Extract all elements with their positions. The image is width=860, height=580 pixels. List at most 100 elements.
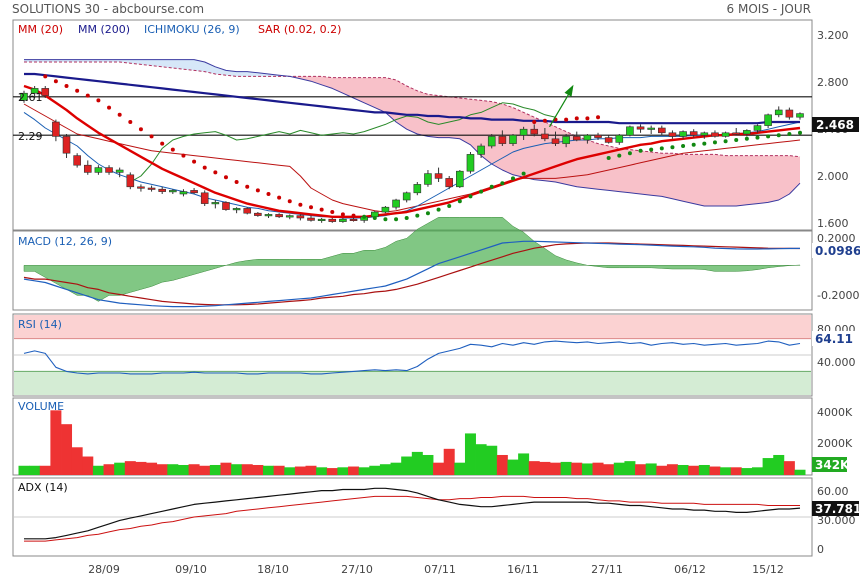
sar-dot bbox=[43, 74, 48, 79]
sar-dot bbox=[340, 212, 345, 217]
candle-up bbox=[477, 145, 485, 155]
candle-up bbox=[721, 132, 730, 137]
volume-bar-down bbox=[730, 467, 742, 475]
volume-bar-up bbox=[167, 464, 179, 475]
volume-bar-down bbox=[199, 465, 211, 475]
volume-bar-down bbox=[539, 461, 551, 475]
sar-dot bbox=[574, 116, 579, 121]
sar-dot bbox=[149, 134, 154, 139]
rsi-plot bbox=[14, 315, 811, 395]
macd-histogram bbox=[23, 217, 801, 302]
sar-dot bbox=[234, 180, 239, 184]
volume-bar-up bbox=[794, 469, 806, 475]
sar-dot bbox=[521, 171, 526, 176]
sar-dot bbox=[542, 118, 547, 123]
sar-dot bbox=[489, 184, 494, 189]
volume-bar-up bbox=[486, 445, 498, 475]
price-plot bbox=[13, 59, 812, 223]
mm20-line bbox=[23, 84, 801, 218]
volume-bar-down bbox=[603, 464, 615, 475]
sar-dot bbox=[436, 207, 441, 212]
candle-up bbox=[487, 136, 496, 147]
volume-bar-up bbox=[773, 454, 785, 475]
sar-dot bbox=[362, 214, 367, 219]
candle-down bbox=[296, 215, 305, 219]
candle-up bbox=[743, 130, 751, 135]
candle-up bbox=[232, 208, 241, 211]
volume-bar-up bbox=[464, 433, 476, 475]
volume-bar-up bbox=[29, 465, 41, 475]
candle-down bbox=[498, 136, 507, 144]
volume-bar-down bbox=[496, 454, 508, 475]
candle-down bbox=[636, 126, 645, 130]
volume-bar-up bbox=[411, 451, 423, 475]
volume-plot bbox=[18, 410, 806, 475]
rsi-oversold-zone bbox=[14, 371, 811, 395]
candle-down bbox=[604, 137, 613, 143]
sar-dot bbox=[330, 210, 335, 214]
candle-down bbox=[658, 127, 666, 134]
volume-bar-down bbox=[326, 468, 338, 475]
volume-bar-up bbox=[316, 467, 328, 475]
volume-bar-down bbox=[61, 424, 73, 475]
volume-legend: VOLUME bbox=[18, 400, 64, 413]
sar-dot bbox=[170, 147, 175, 152]
kijun-line bbox=[23, 103, 801, 213]
volume-bar-down bbox=[666, 464, 678, 475]
macd-line bbox=[23, 240, 801, 308]
sar-dot bbox=[394, 217, 399, 222]
volume-bar-down bbox=[39, 465, 51, 475]
candle-down bbox=[200, 192, 209, 204]
legend-sar: SAR (0.02, 0.2) bbox=[258, 23, 341, 36]
volume-bar-down bbox=[294, 466, 306, 475]
volume-bar-up bbox=[613, 462, 625, 475]
volume-bar-up bbox=[720, 467, 732, 475]
volume-bar-down bbox=[305, 465, 317, 475]
volume-bar-down bbox=[252, 464, 264, 475]
volume-bar-down bbox=[50, 410, 62, 475]
sar-dot bbox=[266, 192, 271, 196]
sar-dot bbox=[702, 141, 707, 146]
volume-bar-down bbox=[188, 464, 200, 475]
candle-up bbox=[211, 202, 220, 205]
candle-down bbox=[711, 132, 719, 137]
x-label: 16/11 bbox=[507, 563, 539, 576]
sar-dot bbox=[798, 130, 802, 135]
rsi-last-value: 64.11 bbox=[815, 332, 853, 346]
adx-plot bbox=[14, 487, 811, 542]
volume-bar-up bbox=[518, 453, 530, 475]
candle-up bbox=[179, 191, 188, 195]
candle-up bbox=[466, 154, 475, 172]
legend-ichimoku: ICHIMOKU (26, 9) bbox=[144, 23, 240, 36]
sar-dot bbox=[681, 144, 686, 148]
volume-bar-down bbox=[709, 466, 721, 475]
candle-down bbox=[254, 212, 262, 216]
volume-bar-up bbox=[177, 464, 189, 475]
macd-last-value: 0.0986 bbox=[815, 244, 860, 258]
candle-down bbox=[41, 88, 50, 96]
sar-dot bbox=[606, 156, 611, 160]
macd-tick: 0.2000 bbox=[817, 232, 856, 245]
adx-last-value: 37.781 bbox=[815, 502, 860, 516]
candle-up bbox=[764, 114, 772, 126]
volume-bar-down bbox=[146, 462, 158, 475]
hline-label-2.61: 2.61 bbox=[18, 91, 43, 104]
volume-bar-up bbox=[18, 465, 30, 475]
candle-down bbox=[158, 188, 166, 192]
candle-up bbox=[753, 125, 762, 131]
sar-dot bbox=[128, 120, 133, 124]
volume-bar-down bbox=[103, 464, 115, 475]
sar-dot bbox=[319, 207, 324, 212]
vol-tick: 2000K bbox=[817, 437, 853, 450]
candle-up bbox=[169, 190, 177, 193]
sar-dot bbox=[744, 136, 749, 141]
candle-up bbox=[615, 134, 624, 143]
candle-down bbox=[668, 132, 677, 137]
sar-dot bbox=[213, 170, 218, 175]
volume-bar-down bbox=[220, 462, 232, 475]
candle-down bbox=[541, 133, 549, 140]
candle-up bbox=[796, 113, 804, 118]
macd-tick: -0.2000 bbox=[817, 289, 859, 302]
sar-dot bbox=[510, 176, 515, 181]
candle-down bbox=[594, 134, 602, 138]
